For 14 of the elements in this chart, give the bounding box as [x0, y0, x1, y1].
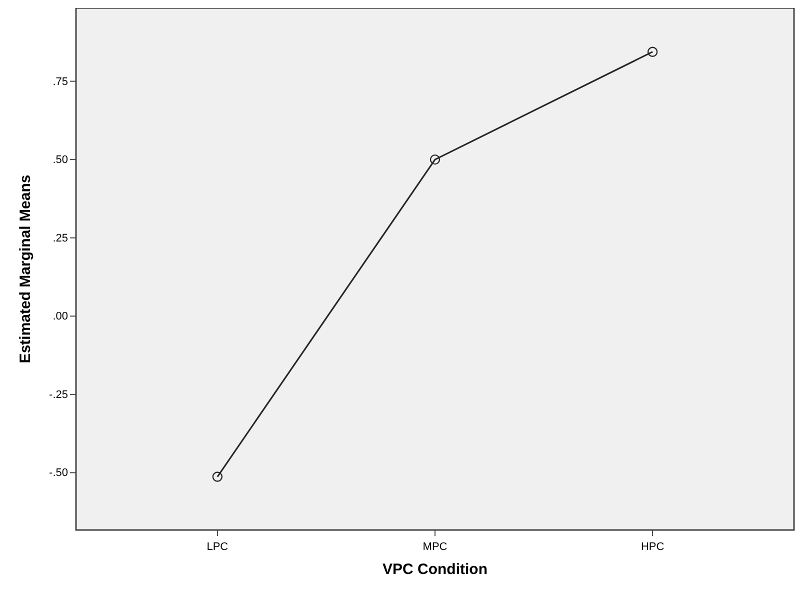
y-tick-label: -.50: [49, 467, 68, 480]
point: [430, 154, 440, 165]
y-axis-title: Estimated Marginal Means: [17, 174, 34, 364]
point: [647, 46, 658, 57]
x-tick-label: MPC: [422, 541, 448, 553]
x-axis-title: VPC Condition: [382, 561, 488, 578]
x-tick-label: LPC: [206, 541, 228, 553]
y-tick-label: .25: [52, 232, 68, 244]
y-tick-label: -.25: [49, 388, 68, 401]
y-tick-label: .75: [52, 76, 68, 88]
y-tick-label: .00: [52, 310, 68, 323]
point: [212, 472, 223, 482]
x-tick-label: HPC: [640, 541, 664, 553]
y-tick-label: .50: [52, 154, 68, 166]
